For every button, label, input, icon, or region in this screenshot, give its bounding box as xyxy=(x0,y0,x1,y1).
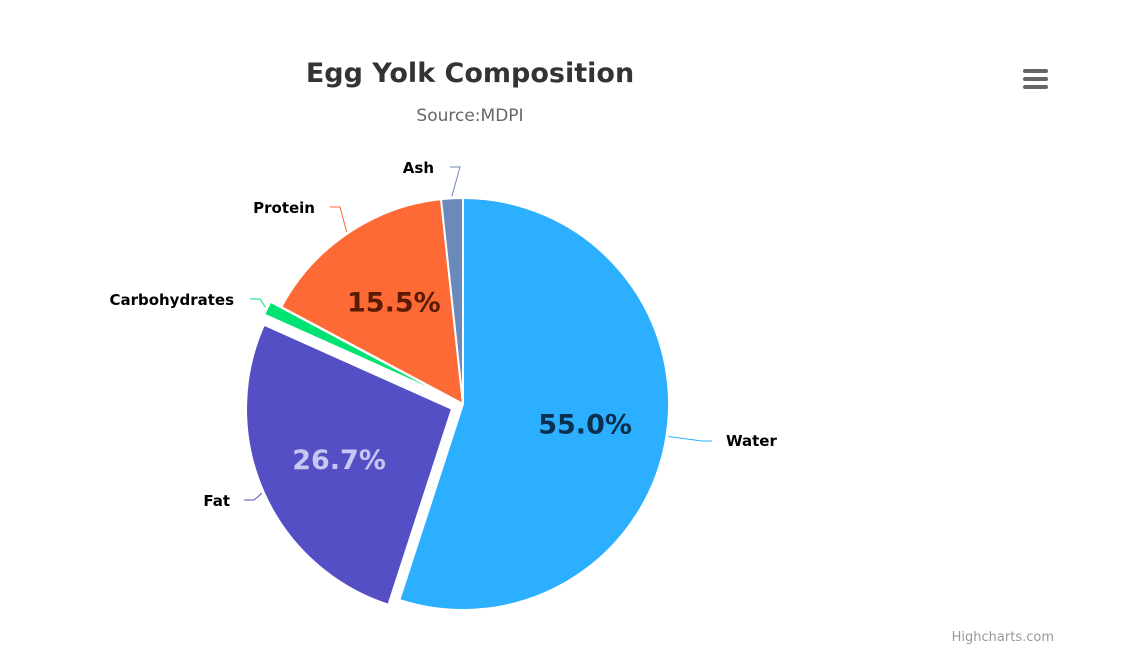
connector-water xyxy=(668,436,712,442)
menu-bar-middle xyxy=(1023,77,1048,81)
pie-slice-carbohydrates[interactable] xyxy=(263,300,454,400)
hamburger-menu-icon[interactable] xyxy=(1016,64,1054,96)
percent-label-fat: 26.7% xyxy=(292,445,386,476)
menu-bar-bottom xyxy=(1023,85,1048,89)
data-label-fat: Fat xyxy=(203,492,230,510)
percent-label-protein: 15.5% xyxy=(347,288,441,319)
data-label-water: Water xyxy=(726,432,777,450)
pie-slice-ash[interactable] xyxy=(440,197,464,405)
data-label-carbohydrates: Carbohydrates xyxy=(109,291,234,309)
pie-slice-water[interactable] xyxy=(398,197,670,611)
connector-fat xyxy=(244,492,263,501)
chart-subtitle: Source:MDPI xyxy=(416,106,524,126)
menu-bar-top xyxy=(1023,69,1048,73)
connector-protein xyxy=(330,206,348,232)
connector-ash xyxy=(450,166,461,197)
pie-slice-fat[interactable] xyxy=(245,323,454,606)
pie-slice-protein[interactable] xyxy=(280,198,464,405)
connector-carbohydrates xyxy=(250,298,266,308)
chart-title: Egg Yolk Composition xyxy=(305,58,635,89)
data-label-protein: Protein xyxy=(253,199,315,217)
data-label-ash: Ash xyxy=(403,159,434,177)
percent-label-water: 55.0% xyxy=(538,409,632,440)
credits-link[interactable]: Highcharts.com xyxy=(951,630,1054,645)
